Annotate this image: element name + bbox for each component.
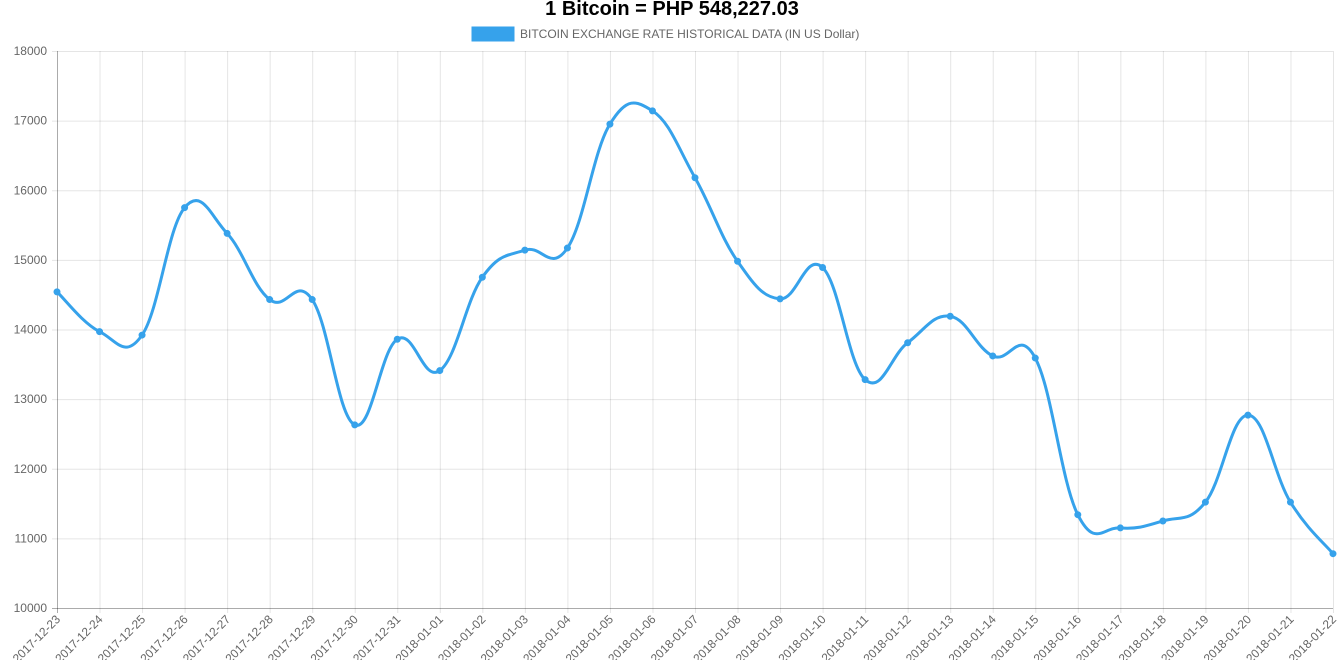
data-point[interactable]	[393, 335, 401, 343]
y-tick-label: 18000	[14, 44, 48, 58]
data-point[interactable]	[819, 264, 827, 272]
y-tick-label: 11000	[15, 531, 48, 545]
data-point[interactable]	[1116, 524, 1124, 532]
data-point[interactable]	[1159, 517, 1167, 525]
y-tick-label: 17000	[14, 114, 48, 128]
data-point[interactable]	[181, 204, 189, 212]
data-point[interactable]	[1031, 354, 1039, 362]
data-point[interactable]	[606, 120, 614, 128]
y-tick-label: 15000	[14, 253, 48, 267]
data-point[interactable]	[1329, 550, 1337, 558]
data-point[interactable]	[1074, 511, 1082, 519]
data-point[interactable]	[861, 376, 869, 384]
data-point[interactable]	[904, 339, 912, 347]
data-point[interactable]	[266, 296, 274, 304]
grid	[52, 51, 1334, 613]
y-tick-label: 12000	[14, 462, 48, 476]
legend[interactable]: BITCOIN EXCHANGE RATE HISTORICAL DATA (I…	[471, 26, 859, 42]
legend-label[interactable]: BITCOIN EXCHANGE RATE HISTORICAL DATA (I…	[520, 27, 859, 41]
legend-swatch[interactable]	[471, 26, 515, 42]
y-tick-label: 16000	[14, 183, 48, 197]
y-tick-label: 10000	[14, 601, 48, 615]
data-point[interactable]	[521, 246, 529, 254]
data-point[interactable]	[776, 295, 784, 303]
chart-title: 1 Bitcoin = PHP 548,227.03	[545, 0, 799, 20]
data-point[interactable]	[691, 174, 699, 182]
data-point[interactable]	[53, 288, 61, 296]
data-point[interactable]	[946, 312, 954, 320]
data-point[interactable]	[734, 257, 742, 265]
data-point[interactable]	[1244, 411, 1252, 419]
data-point[interactable]	[436, 367, 444, 375]
data-point[interactable]	[308, 296, 316, 304]
data-point[interactable]	[138, 331, 146, 339]
y-tick-label: 13000	[14, 392, 48, 406]
data-point[interactable]	[989, 352, 997, 360]
data-point[interactable]	[96, 328, 104, 336]
data-point[interactable]	[223, 229, 231, 237]
data-point[interactable]	[563, 244, 571, 252]
series-layer	[53, 101, 1337, 558]
data-point[interactable]	[478, 273, 486, 281]
data-point[interactable]	[1286, 498, 1294, 506]
data-point[interactable]	[1201, 498, 1209, 506]
data-point[interactable]	[648, 107, 656, 115]
x-tick-label: 2018-01-22	[1286, 612, 1340, 660]
y-tick-label: 14000	[14, 323, 48, 337]
data-point[interactable]	[351, 421, 359, 429]
